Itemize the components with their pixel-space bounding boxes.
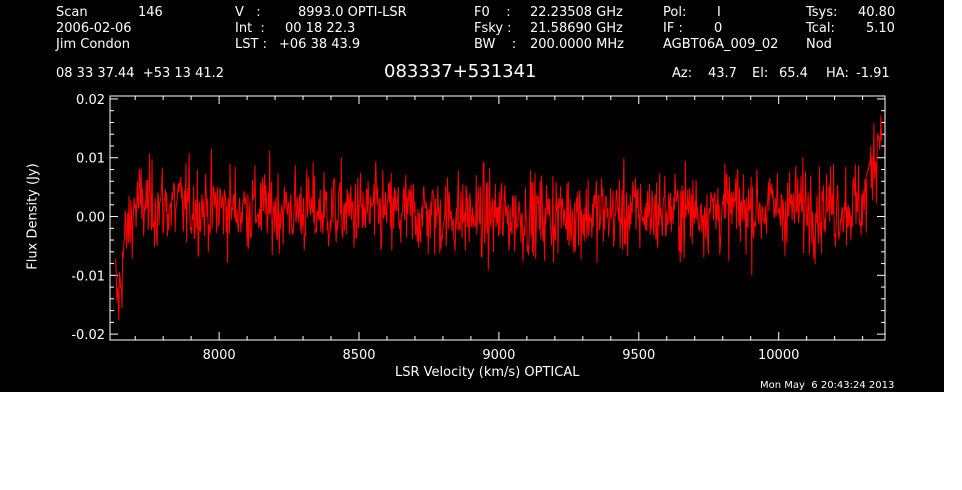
y-tick-label: 0.01 bbox=[76, 152, 105, 167]
x-axis-title: LSR Velocity (km/s) OPTICAL bbox=[395, 365, 580, 380]
bw-value: 200.0000 MHz bbox=[530, 37, 624, 52]
pol-value: I bbox=[717, 5, 721, 20]
scan-label: Scan bbox=[56, 5, 88, 20]
spectrum-plot-panel: Scan 146 2006-02-06 Jim Condon V : 8993.… bbox=[0, 0, 944, 392]
y-tick-label: -0.01 bbox=[71, 269, 105, 284]
observation-date: 2006-02-06 bbox=[56, 21, 132, 36]
bw-label: BW : bbox=[474, 37, 517, 52]
if-label: IF : bbox=[663, 21, 683, 36]
int-value: 00 18 22.3 bbox=[285, 21, 356, 36]
int-label: Int : bbox=[235, 21, 265, 36]
project-id: AGBT06A_009_02 bbox=[663, 37, 779, 52]
y-tick-label: -0.02 bbox=[71, 328, 105, 343]
az-value: 43.7 bbox=[708, 66, 737, 81]
lst-value: +06 38 43.9 bbox=[279, 37, 361, 52]
pol-label: Pol: bbox=[663, 5, 687, 20]
x-tick-label: 10000 bbox=[758, 348, 799, 363]
spectrum-trace bbox=[115, 115, 883, 321]
fsky-label: Fsky : bbox=[474, 21, 512, 36]
tsys-label: Tsys: bbox=[806, 5, 838, 20]
x-tick-label: 9000 bbox=[482, 348, 515, 363]
ha-label: HA: bbox=[826, 66, 849, 81]
el-value: 65.4 bbox=[779, 66, 808, 81]
plot-frame bbox=[109, 95, 886, 341]
plot-timestamp: Mon May 6 20:43:24 2013 bbox=[760, 380, 895, 391]
x-tick-label: 9500 bbox=[622, 348, 655, 363]
x-tick-label: 8500 bbox=[342, 348, 375, 363]
procedure-name: Nod bbox=[806, 37, 832, 52]
tcal-label: Tcal: bbox=[806, 21, 835, 36]
f0-value: 22.23508 GHz bbox=[530, 5, 623, 20]
y-tick-label: 0.00 bbox=[76, 211, 105, 226]
observer-name: Jim Condon bbox=[56, 37, 130, 52]
y-tick-label: 0.02 bbox=[76, 93, 105, 108]
velocity-label: V : bbox=[235, 5, 261, 20]
y-axis-title: Flux Density (Jy) bbox=[25, 163, 41, 270]
x-tick-label: 8000 bbox=[203, 348, 236, 363]
spectrum-chart: 8000 8500 9000 9500 10000 -0.02 -0.01 0.00 0.01 0… bbox=[71, 93, 886, 363]
az-label: Az: bbox=[672, 66, 693, 81]
source-name: 083337+531341 bbox=[384, 61, 537, 82]
scan-number: 146 bbox=[138, 5, 163, 20]
lst-label: LST : bbox=[235, 37, 267, 52]
el-label: El: bbox=[752, 66, 769, 81]
velocity-value: 8993.0 OPTI-LSR bbox=[298, 5, 407, 20]
source-coordinates: 08 33 37.44 +53 13 41.2 bbox=[56, 66, 225, 81]
ha-value: -1.91 bbox=[856, 66, 890, 81]
if-value: 0 bbox=[714, 21, 723, 36]
tcal-value: 5.10 bbox=[866, 21, 895, 36]
fsky-value: 21.58690 GHz bbox=[530, 21, 623, 36]
f0-label: F0 : bbox=[474, 5, 511, 20]
tsys-value: 40.80 bbox=[858, 5, 896, 20]
